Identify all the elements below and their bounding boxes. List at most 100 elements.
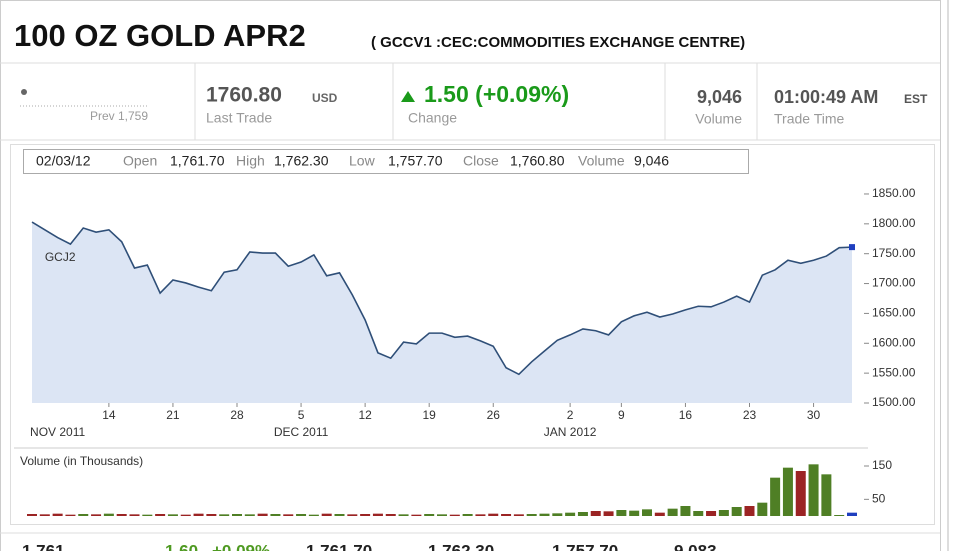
volume-bar bbox=[283, 514, 294, 516]
last-trade: 1760.80 bbox=[206, 84, 282, 107]
label: Volume bbox=[695, 111, 742, 127]
volume-bar bbox=[360, 514, 371, 516]
volume-bar bbox=[78, 514, 89, 516]
month-label: DEC 2011 bbox=[274, 425, 329, 439]
volume-bar bbox=[680, 506, 691, 516]
ohlc-label: Low bbox=[349, 153, 376, 169]
volume-bar bbox=[795, 471, 806, 516]
ohlc-value: 1,762.30 bbox=[274, 153, 329, 169]
volume-bar bbox=[603, 511, 614, 516]
footer-value: 1,757.70 bbox=[552, 541, 618, 551]
volume-bar bbox=[565, 512, 576, 516]
volume-bar bbox=[116, 514, 127, 516]
y-tick-label: 150 bbox=[872, 458, 892, 472]
y-tick-label: 1550.00 bbox=[872, 365, 916, 379]
ohlc-value: 1,757.70 bbox=[388, 153, 443, 169]
volume-bar bbox=[449, 514, 460, 516]
label: Change bbox=[408, 110, 457, 126]
volume-bar bbox=[437, 514, 447, 516]
y-tick-label: 50 bbox=[872, 492, 886, 506]
volume-bar bbox=[782, 467, 793, 516]
volume-bar bbox=[526, 514, 537, 516]
ohlc-label: Close bbox=[463, 153, 499, 169]
volume-bar bbox=[321, 513, 332, 516]
ohlc-label: Open bbox=[123, 153, 157, 169]
volume-bar bbox=[257, 513, 268, 516]
volume-bar bbox=[488, 513, 499, 516]
volume-bar bbox=[155, 514, 166, 516]
volume-bar bbox=[411, 514, 422, 516]
volume: 9,046 bbox=[697, 87, 742, 107]
y-tick-label: 1500.00 bbox=[872, 395, 916, 409]
volume-bar bbox=[847, 512, 857, 516]
x-tick-label: 2 bbox=[567, 408, 574, 422]
x-tick-label: 23 bbox=[743, 408, 757, 422]
month-label: JAN 2012 bbox=[544, 425, 597, 439]
x-tick-label: 21 bbox=[166, 408, 180, 422]
volume-bar bbox=[270, 514, 281, 516]
y-tick-label: 1650.00 bbox=[872, 306, 916, 320]
volume-bar bbox=[770, 477, 781, 516]
footer-value: +0.09% bbox=[212, 541, 270, 551]
volume-bar bbox=[731, 507, 742, 516]
volume-bar bbox=[475, 514, 486, 516]
ohlc-box bbox=[23, 149, 749, 174]
volume-bar bbox=[296, 514, 307, 516]
volume-bar bbox=[52, 513, 63, 516]
series-name: GCJ2 bbox=[45, 250, 76, 264]
volume-bar bbox=[167, 514, 178, 516]
ohlc-value: 9,046 bbox=[634, 153, 669, 169]
volume-bar bbox=[180, 514, 191, 516]
x-tick-label: 14 bbox=[102, 408, 116, 422]
volume-bar bbox=[821, 474, 832, 516]
subtitle: ( GCCV1 :CEC:COMMODITIES EXCHANGE CENTRE… bbox=[371, 34, 745, 51]
currency: USD bbox=[312, 91, 338, 105]
y-tick-label: 1750.00 bbox=[872, 246, 916, 260]
ohlc-label: High bbox=[236, 153, 265, 169]
volume-bar bbox=[501, 514, 512, 516]
x-tick-label: 26 bbox=[487, 408, 501, 422]
volume-bar bbox=[334, 514, 345, 516]
volume-bar bbox=[142, 514, 153, 516]
volume-bar bbox=[91, 514, 102, 516]
label: Last Trade bbox=[206, 110, 272, 126]
volume-bar bbox=[693, 511, 704, 516]
area bbox=[32, 222, 852, 403]
y-tick-label: 1600.00 bbox=[872, 335, 916, 349]
volume-bar bbox=[462, 514, 473, 516]
ohlc-value: 1,760.80 bbox=[510, 153, 565, 169]
volume-bar bbox=[65, 514, 76, 516]
volume-bar bbox=[424, 514, 435, 516]
last-marker bbox=[849, 244, 855, 251]
footer-value: 1,762.30 bbox=[428, 541, 494, 551]
volume-bar bbox=[706, 511, 717, 516]
footer-value: 1,761.70 bbox=[306, 541, 372, 551]
volume-bar bbox=[808, 464, 819, 516]
change: 1.50 (+0.09%) bbox=[424, 81, 569, 107]
volume-bar bbox=[244, 514, 255, 516]
footer-value: 9,083 bbox=[674, 541, 717, 551]
volume-bar bbox=[39, 514, 50, 516]
x-tick-label: 5 bbox=[298, 408, 305, 422]
x-tick-label: 19 bbox=[423, 408, 437, 422]
volume-bar bbox=[629, 510, 640, 516]
volume-bar bbox=[193, 513, 204, 516]
volume-bar bbox=[129, 514, 140, 516]
volume-bar bbox=[552, 513, 563, 516]
x-tick-label: 9 bbox=[618, 408, 625, 422]
volume-bar bbox=[103, 513, 114, 516]
ohlc-label: Volume bbox=[578, 153, 625, 169]
month-label: NOV 2011 bbox=[30, 425, 85, 439]
x-tick-label: 12 bbox=[358, 408, 372, 422]
volume-bar bbox=[744, 506, 755, 516]
label: Trade Time bbox=[774, 111, 844, 127]
volume-bar bbox=[757, 502, 768, 516]
volume-bar bbox=[372, 513, 383, 516]
volume-bar bbox=[398, 514, 409, 516]
volume-bar bbox=[513, 514, 524, 516]
volume-bar bbox=[347, 514, 358, 516]
x-tick-label: 16 bbox=[679, 408, 693, 422]
trade-time: 01:00:49 AM bbox=[774, 87, 878, 107]
time-zone: EST bbox=[904, 92, 928, 106]
